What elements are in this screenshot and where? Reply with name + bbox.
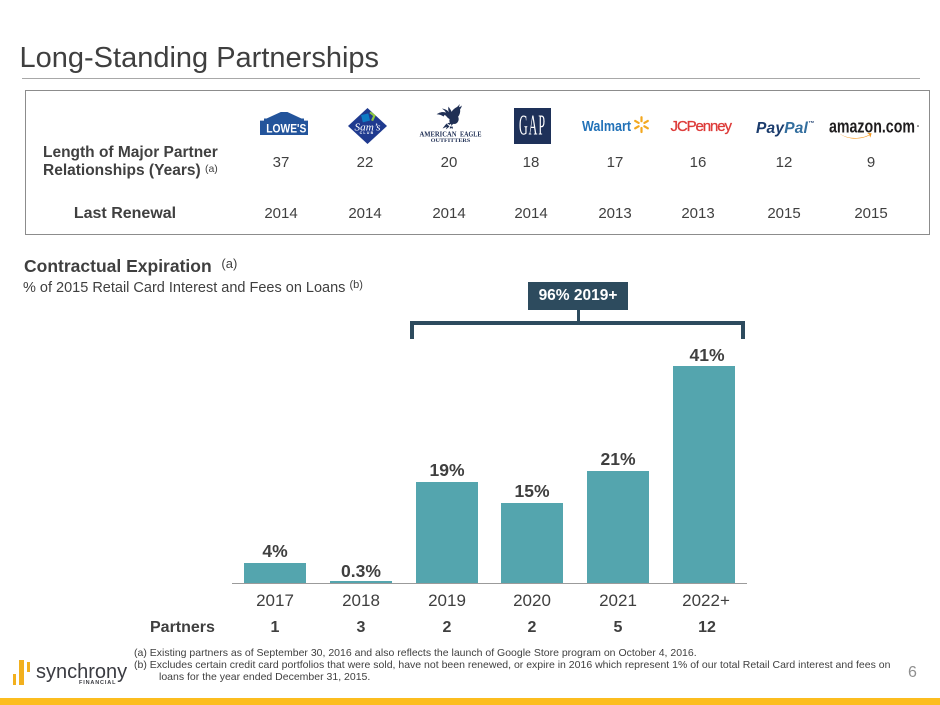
svg-text:GAP: GAP — [519, 110, 546, 141]
svg-text:amazon.com: amazon.com — [829, 117, 915, 137]
svg-text:EAGLE: EAGLE — [460, 129, 482, 138]
svg-text:Sam’s: Sam’s — [355, 123, 381, 134]
svg-text:LOWE'S: LOWE'S — [266, 121, 306, 135]
svg-text:AMERICAN: AMERICAN — [420, 129, 458, 138]
svg-text:CLUB: CLUB — [360, 131, 375, 135]
svg-text:Walmart: Walmart — [582, 119, 631, 135]
svg-text:OUTFITTERS: OUTFITTERS — [431, 138, 471, 143]
